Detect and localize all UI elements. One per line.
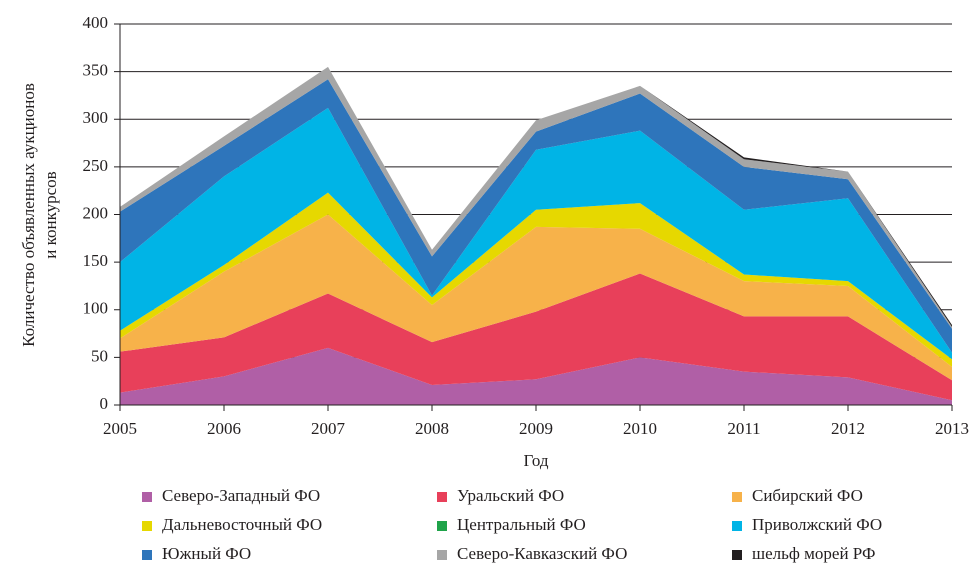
legend-label: Приволжский ФО: [752, 515, 882, 534]
x-tick-label: 2006: [207, 419, 241, 438]
legend-swatch: [732, 521, 742, 531]
legend-label: Южный ФО: [162, 544, 251, 563]
y-axis-label: Количество объявленных аукционов: [19, 83, 38, 347]
area: [120, 192, 952, 367]
y-tick-label: 200: [83, 203, 109, 222]
legend-swatch: [142, 521, 152, 531]
legend-label: Сибирский ФО: [752, 486, 863, 505]
area: [120, 107, 952, 360]
x-tick-label: 2005: [103, 419, 137, 438]
x-tick-label: 2007: [311, 419, 346, 438]
legend-swatch: [142, 492, 152, 502]
area: [120, 79, 952, 353]
legend-label: Уральский ФО: [457, 486, 564, 505]
x-tick-label: 2010: [623, 419, 657, 438]
x-tick-label: 2013: [935, 419, 969, 438]
legend-label: шельф морей РФ: [752, 544, 875, 563]
x-tick-label: 2008: [415, 419, 449, 438]
y-tick-label: 50: [91, 346, 108, 365]
legend-swatch: [732, 492, 742, 502]
legend-swatch: [437, 521, 447, 531]
y-tick-label: 100: [83, 299, 109, 318]
legend-label: Дальневосточный ФО: [162, 515, 322, 534]
y-axis-label: и конкурсов: [41, 171, 60, 258]
legend-swatch: [142, 550, 152, 560]
x-tick-label: 2011: [727, 419, 760, 438]
legend-label: Северо-Западный ФО: [162, 486, 320, 505]
legend-swatch: [732, 550, 742, 560]
y-tick-label: 350: [83, 61, 109, 80]
y-tick-label: 400: [83, 13, 109, 32]
y-tick-label: 150: [83, 251, 109, 270]
legend-swatch: [437, 492, 447, 502]
area: [120, 214, 952, 381]
area: [120, 347, 952, 405]
legend-label: Центральный ФО: [457, 515, 586, 534]
legend-swatch: [437, 550, 447, 560]
y-tick-label: 300: [83, 108, 109, 127]
y-tick-label: 0: [100, 394, 109, 413]
x-axis-label: Год: [524, 451, 549, 470]
legend-label: Северо-Кавказский ФО: [457, 544, 627, 563]
x-tick-label: 2012: [831, 419, 865, 438]
area: [120, 273, 952, 401]
x-tick-label: 2009: [519, 419, 553, 438]
y-tick-label: 250: [83, 156, 109, 175]
